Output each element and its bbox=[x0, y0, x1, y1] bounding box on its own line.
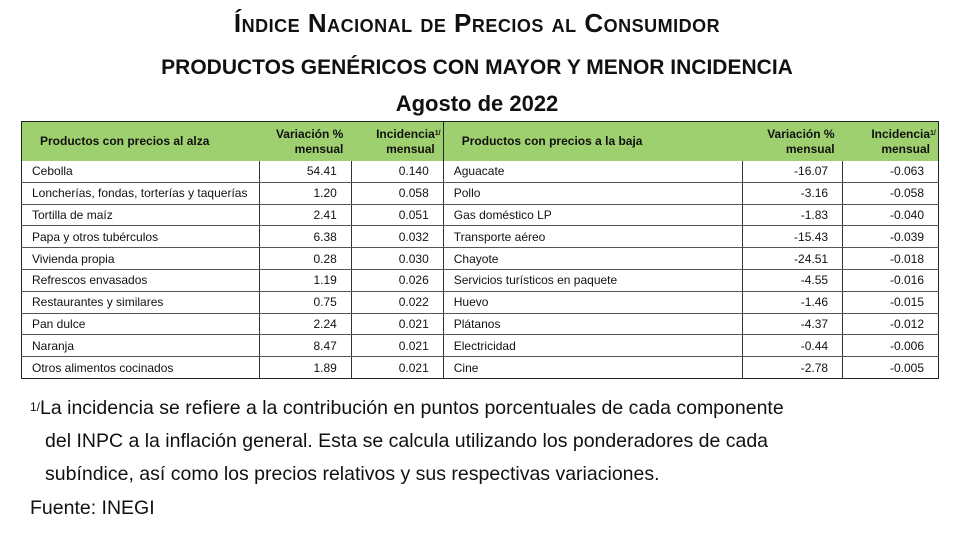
table-row: Naranja 8.47 0.021 Electricidad -0.44 -0… bbox=[21, 334, 939, 358]
up-variation-value: 1.19 bbox=[259, 269, 352, 292]
down-variation-value: -24.51 bbox=[742, 247, 844, 270]
header-up-variation: Variación % mensual bbox=[259, 121, 352, 161]
table-header: Productos con precios al alza Variación … bbox=[21, 121, 939, 161]
header-up-products: Productos con precios al alza bbox=[21, 121, 260, 161]
down-product-name: Electricidad bbox=[443, 334, 744, 358]
up-product-name: Papa y otros tubérculos bbox=[21, 225, 260, 249]
down-incidence-value: -0.005 bbox=[842, 356, 939, 379]
up-incidence-value: 0.058 bbox=[351, 182, 444, 205]
table-row: Tortilla de maíz 2.41 0.051 Gas doméstic… bbox=[21, 204, 939, 227]
down-incidence-value: -0.018 bbox=[842, 247, 939, 270]
header-up-footnote-mark: 1/ bbox=[434, 130, 441, 137]
down-incidence-value: -0.063 bbox=[842, 161, 939, 183]
footnote-mark: 1/ bbox=[30, 400, 41, 414]
page-subtitle: PRODUCTOS GENÉRICOS CON MAYOR Y MENOR IN… bbox=[161, 56, 793, 79]
report-date: Agosto de 2022 bbox=[395, 91, 559, 116]
down-variation-value: -4.37 bbox=[742, 313, 844, 336]
footnote-line-3: subíndice, así como los precios relativo… bbox=[45, 463, 660, 485]
down-incidence-value: -0.015 bbox=[842, 291, 939, 314]
up-variation-value: 1.20 bbox=[259, 182, 352, 205]
up-product-name: Loncherías, fondas, torterías y taquería… bbox=[21, 182, 260, 205]
down-product-name: Pollo bbox=[443, 182, 744, 205]
down-variation-value: -2.78 bbox=[742, 356, 844, 379]
up-product-name: Vivienda propia bbox=[21, 247, 260, 270]
up-incidence-value: 0.140 bbox=[351, 161, 444, 183]
down-product-name: Huevo bbox=[443, 291, 744, 314]
up-incidence-value: 0.051 bbox=[351, 204, 444, 227]
down-product-name: Gas doméstico LP bbox=[443, 204, 744, 227]
down-product-name: Aguacate bbox=[443, 161, 744, 183]
incidence-table: Productos con precios al alza Variación … bbox=[21, 121, 939, 379]
down-variation-value: -4.55 bbox=[742, 269, 844, 292]
header-down-products: Productos con precios a la baja bbox=[443, 121, 743, 161]
up-variation-value: 2.41 bbox=[259, 204, 352, 227]
up-incidence-value: 0.030 bbox=[351, 247, 444, 270]
down-product-name: Chayote bbox=[443, 247, 744, 270]
down-product-name: Plátanos bbox=[443, 313, 744, 336]
header-down-variation: Variación % mensual bbox=[742, 121, 843, 161]
footnote-line-2: del INPC a la inflación general. Esta se… bbox=[45, 430, 769, 452]
table-row: Vivienda propia 0.28 0.030 Chayote -24.5… bbox=[21, 247, 939, 270]
up-incidence-value: 0.022 bbox=[351, 291, 444, 314]
down-incidence-value: -0.016 bbox=[842, 269, 939, 292]
footnote-line-1: 1/La incidencia se refiere a la contribu… bbox=[30, 397, 784, 419]
down-product-name: Transporte aéreo bbox=[443, 225, 744, 249]
up-variation-value: 8.47 bbox=[259, 334, 352, 358]
down-variation-value: -1.83 bbox=[742, 204, 844, 227]
source-note: Fuente: INEGI bbox=[30, 497, 155, 519]
up-incidence-value: 0.021 bbox=[351, 356, 444, 379]
down-variation-value: -3.16 bbox=[742, 182, 844, 205]
up-product-name: Refrescos envasados bbox=[21, 269, 260, 292]
header-down-footnote-mark: 1/ bbox=[930, 130, 936, 137]
up-product-name: Naranja bbox=[21, 334, 260, 358]
down-incidence-value: -0.006 bbox=[842, 334, 939, 358]
table-row: Restaurantes y similares 0.75 0.022 Huev… bbox=[21, 291, 939, 314]
up-incidence-value: 0.026 bbox=[351, 269, 444, 292]
up-variation-value: 0.75 bbox=[259, 291, 352, 314]
down-product-name: Cine bbox=[443, 356, 744, 379]
up-variation-value: 2.24 bbox=[259, 313, 352, 336]
down-incidence-value: -0.012 bbox=[842, 313, 939, 336]
up-variation-value: 54.41 bbox=[259, 161, 352, 183]
header-up-incidence: Incidencia 1/ mensual bbox=[351, 121, 444, 161]
up-variation-value: 0.28 bbox=[259, 247, 352, 270]
table-row: Refrescos envasados 1.19 0.026 Servicios… bbox=[21, 269, 939, 292]
down-variation-value: -1.46 bbox=[742, 291, 844, 314]
down-variation-value: -0.44 bbox=[742, 334, 844, 358]
table-row: Cebolla 54.41 0.140 Aguacate -16.07 -0.0… bbox=[21, 161, 939, 183]
down-incidence-value: -0.040 bbox=[842, 204, 939, 227]
up-product-name: Pan dulce bbox=[21, 313, 260, 336]
table-body: Cebolla 54.41 0.140 Aguacate -16.07 -0.0… bbox=[21, 161, 939, 379]
up-variation-value: 6.38 bbox=[259, 225, 352, 249]
up-product-name: Otros alimentos cocinados bbox=[21, 356, 260, 379]
header-down-incidence: Incidencia 1/ mensual bbox=[842, 121, 939, 161]
down-variation-value: -15.43 bbox=[742, 225, 844, 249]
up-incidence-value: 0.021 bbox=[351, 313, 444, 336]
down-incidence-value: -0.058 bbox=[842, 182, 939, 205]
incidence-table-container: Productos con precios al alza Variación … bbox=[21, 121, 939, 379]
table-row: Papa y otros tubérculos 6.38 0.032 Trans… bbox=[21, 225, 939, 249]
up-product-name: Restaurantes y similares bbox=[21, 291, 260, 314]
up-variation-value: 1.89 bbox=[259, 356, 352, 379]
table-row: Loncherías, fondas, torterías y taquería… bbox=[21, 182, 939, 205]
up-incidence-value: 0.021 bbox=[351, 334, 444, 358]
up-product-name: Tortilla de maíz bbox=[21, 204, 260, 227]
down-variation-value: -16.07 bbox=[742, 161, 844, 183]
table-row: Pan dulce 2.24 0.021 Plátanos -4.37 -0.0… bbox=[21, 313, 939, 336]
down-product-name: Servicios turísticos en paquete bbox=[443, 269, 744, 292]
up-incidence-value: 0.032 bbox=[351, 225, 444, 249]
footnote: 1/La incidencia se refiere a la contribu… bbox=[30, 392, 935, 491]
down-incidence-value: -0.039 bbox=[842, 225, 939, 249]
up-product-name: Cebolla bbox=[21, 161, 260, 183]
table-row: Otros alimentos cocinados 1.89 0.021 Cin… bbox=[21, 356, 939, 379]
page-title: Índice Nacional de Precios al Consumidor bbox=[233, 8, 721, 38]
